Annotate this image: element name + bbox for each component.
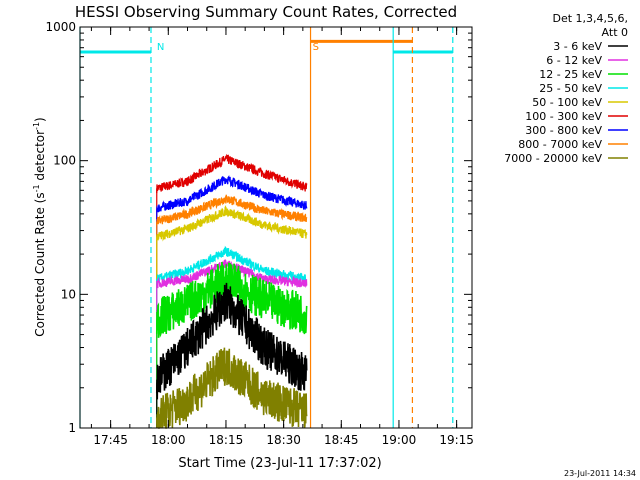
series-line bbox=[155, 347, 308, 429]
y-tick-label: 10 bbox=[61, 287, 76, 301]
legend-header-1: Det 1,3,4,5,6, bbox=[552, 12, 628, 25]
series-line bbox=[156, 194, 308, 226]
series-line bbox=[156, 245, 308, 284]
x-tick-label: 18:00 bbox=[151, 433, 186, 447]
x-axis-label: Start Time (23-Jul-11 17:37:02) bbox=[178, 456, 381, 471]
x-tick-label: 18:30 bbox=[266, 433, 301, 447]
series-line bbox=[155, 282, 308, 400]
y-axis-label: Corrected Count Rate (s-1 detector-1) bbox=[32, 117, 47, 336]
x-tick-label: 17:45 bbox=[93, 433, 128, 447]
axes: 1 10 100 1000 17:45 18:00 18:15 18:30 18:45 19:00… bbox=[45, 20, 473, 447]
x-tick-label: 19:00 bbox=[382, 433, 417, 447]
legend-label: 3 - 6 keV bbox=[553, 40, 602, 53]
y-tick-label: 1000 bbox=[45, 20, 76, 34]
plot-frame bbox=[79, 26, 473, 429]
x-tick-label: 18:15 bbox=[209, 433, 244, 447]
legend-label: 25 - 50 keV bbox=[539, 82, 602, 95]
x-tick-label: 18:45 bbox=[324, 433, 359, 447]
legend-label: 6 - 12 keV bbox=[546, 54, 602, 67]
x-tick-label: 19:15 bbox=[439, 433, 474, 447]
y-tick-label: 1 bbox=[68, 421, 76, 435]
chart-title: HESSI Observing Summary Count Rates, Cor… bbox=[75, 3, 457, 21]
legend-label: 7000 - 20000 keV bbox=[504, 152, 602, 165]
series-line bbox=[156, 175, 308, 214]
legend-label: 12 - 25 keV bbox=[539, 68, 602, 81]
legend-label: 300 - 800 keV bbox=[525, 124, 602, 137]
annotation-n: N bbox=[157, 42, 164, 53]
legend-label: 800 - 7000 keV bbox=[518, 138, 602, 151]
footer-timestamp: 23-Jul-2011 14:34 bbox=[564, 469, 636, 478]
series-line bbox=[156, 153, 308, 194]
series-7000-20000keV bbox=[155, 347, 308, 429]
legend-label: 100 - 300 keV bbox=[525, 110, 602, 123]
legend-label: 50 - 100 keV bbox=[532, 96, 602, 109]
series-line bbox=[155, 261, 308, 338]
annotation-s: S bbox=[313, 42, 319, 53]
legend-header-2: Att 0 bbox=[602, 26, 628, 39]
series-line bbox=[156, 205, 308, 242]
y-tick-label: 100 bbox=[53, 154, 76, 168]
